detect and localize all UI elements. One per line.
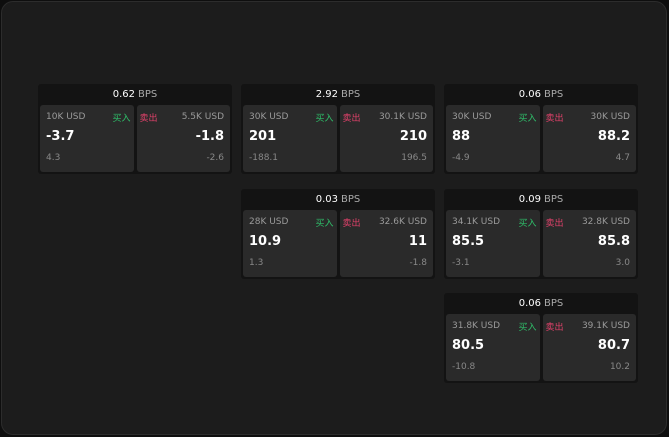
spread-value: 0.03 [315, 194, 338, 205]
sell-tile[interactable]: 39.1K USD 卖出 80.7 10.2 [542, 314, 636, 381]
bid-size: 28K USD [249, 217, 289, 227]
spread-header: 2.92 BPS [241, 84, 435, 105]
quote-card: 0.03 BPS 28K USD 买入 10.9 1.3 32.6K USD 卖出… [241, 189, 435, 279]
spread-unit: BPS [341, 194, 361, 205]
buy-label: 买入 [518, 323, 537, 333]
ask-price: 210 [399, 129, 427, 144]
bid-change: -188.1 [249, 153, 279, 163]
quote-card: 0.62 BPS 10K USD 买入 -3.7 4.3 5.5K USD 卖出 … [38, 84, 232, 174]
sell-tile[interactable]: 5.5K USD 卖出 -1.8 -2.6 [136, 105, 230, 172]
spread-unit: BPS [544, 194, 564, 205]
sell-label: 卖出 [545, 114, 564, 124]
buy-label: 买入 [112, 114, 131, 124]
sell-label: 卖出 [545, 323, 564, 333]
ask-size: 5.5K USD [181, 112, 224, 122]
ask-change: 3.0 [615, 258, 630, 268]
buy-tile[interactable]: 30K USD 买入 201 -188.1 [243, 105, 337, 172]
bid-change: 1.3 [249, 258, 264, 268]
ask-change: 196.5 [401, 153, 427, 163]
bid-change: -3.1 [452, 258, 470, 268]
ask-price: -1.8 [195, 129, 224, 144]
ask-change: 4.7 [615, 153, 630, 163]
spread-header: 0.06 BPS [444, 293, 638, 314]
spread-value: 0.62 [112, 89, 135, 100]
sell-label: 卖出 [139, 114, 158, 124]
quote-card: 0.06 BPS 31.8K USD 买入 80.5 -10.8 39.1K US… [444, 293, 638, 383]
buy-label: 买入 [315, 114, 334, 124]
spread-header: 0.62 BPS [38, 84, 232, 105]
ask-size: 32.8K USD [581, 217, 630, 227]
buy-tile[interactable]: 34.1K USD 买入 85.5 -3.1 [446, 210, 540, 277]
ask-size: 30.1K USD [378, 112, 427, 122]
sell-tile[interactable]: 30.1K USD 卖出 210 196.5 [339, 105, 433, 172]
spread-value: 0.09 [518, 194, 541, 205]
sell-label: 卖出 [342, 219, 361, 229]
bid-price: -3.7 [46, 129, 75, 144]
bid-price: 80.5 [452, 338, 485, 353]
sell-tile[interactable]: 32.8K USD 卖出 85.8 3.0 [542, 210, 636, 277]
spread-header: 0.06 BPS [444, 84, 638, 105]
bid-change: 4.3 [46, 153, 61, 163]
quote-card: 2.92 BPS 30K USD 买入 201 -188.1 30.1K USD … [241, 84, 435, 174]
spread-value: 0.06 [518, 298, 541, 309]
buy-label: 买入 [518, 114, 537, 124]
spread-unit: BPS [341, 89, 361, 100]
bid-price: 85.5 [452, 234, 485, 249]
ask-size: 39.1K USD [581, 321, 630, 331]
buy-tile[interactable]: 28K USD 买入 10.9 1.3 [243, 210, 337, 277]
ask-price: 88.2 [597, 129, 630, 144]
bid-change: -10.8 [452, 362, 476, 372]
bid-size: 31.8K USD [452, 321, 501, 331]
ask-change: -1.8 [409, 258, 427, 268]
bid-size: 30K USD [249, 112, 289, 122]
spread-unit: BPS [138, 89, 158, 100]
spread-header: 0.03 BPS [241, 189, 435, 210]
spread-unit: BPS [544, 89, 564, 100]
buy-label: 买入 [315, 219, 334, 229]
quote-card: 0.09 BPS 34.1K USD 买入 85.5 -3.1 32.8K USD… [444, 189, 638, 279]
buy-label: 买入 [518, 219, 537, 229]
spread-value: 0.06 [518, 89, 541, 100]
bid-price: 201 [249, 129, 277, 144]
ask-change: 10.2 [609, 362, 630, 372]
quote-card: 0.06 BPS 30K USD 买入 88 -4.9 30K USD 卖出 88… [444, 84, 638, 174]
sell-tile[interactable]: 32.6K USD 卖出 11 -1.8 [339, 210, 433, 277]
bid-change: -4.9 [452, 153, 470, 163]
buy-tile[interactable]: 30K USD 买入 88 -4.9 [446, 105, 540, 172]
bid-size: 10K USD [46, 112, 86, 122]
ask-price: 85.8 [597, 234, 630, 249]
ask-size: 32.6K USD [378, 217, 427, 227]
ask-price: 11 [408, 234, 427, 249]
sell-label: 卖出 [342, 114, 361, 124]
buy-tile[interactable]: 10K USD 买入 -3.7 4.3 [40, 105, 134, 172]
sell-tile[interactable]: 30K USD 卖出 88.2 4.7 [542, 105, 636, 172]
ask-change: -2.6 [206, 153, 224, 163]
sell-label: 卖出 [545, 219, 564, 229]
spread-header: 0.09 BPS [444, 189, 638, 210]
spread-unit: BPS [544, 298, 564, 309]
buy-tile[interactable]: 31.8K USD 买入 80.5 -10.8 [446, 314, 540, 381]
ask-price: 80.7 [597, 338, 630, 353]
bid-price: 10.9 [249, 234, 282, 249]
ask-size: 30K USD [590, 112, 630, 122]
bid-size: 34.1K USD [452, 217, 501, 227]
bid-size: 30K USD [452, 112, 492, 122]
spread-value: 2.92 [315, 89, 338, 100]
bid-price: 88 [452, 129, 471, 144]
